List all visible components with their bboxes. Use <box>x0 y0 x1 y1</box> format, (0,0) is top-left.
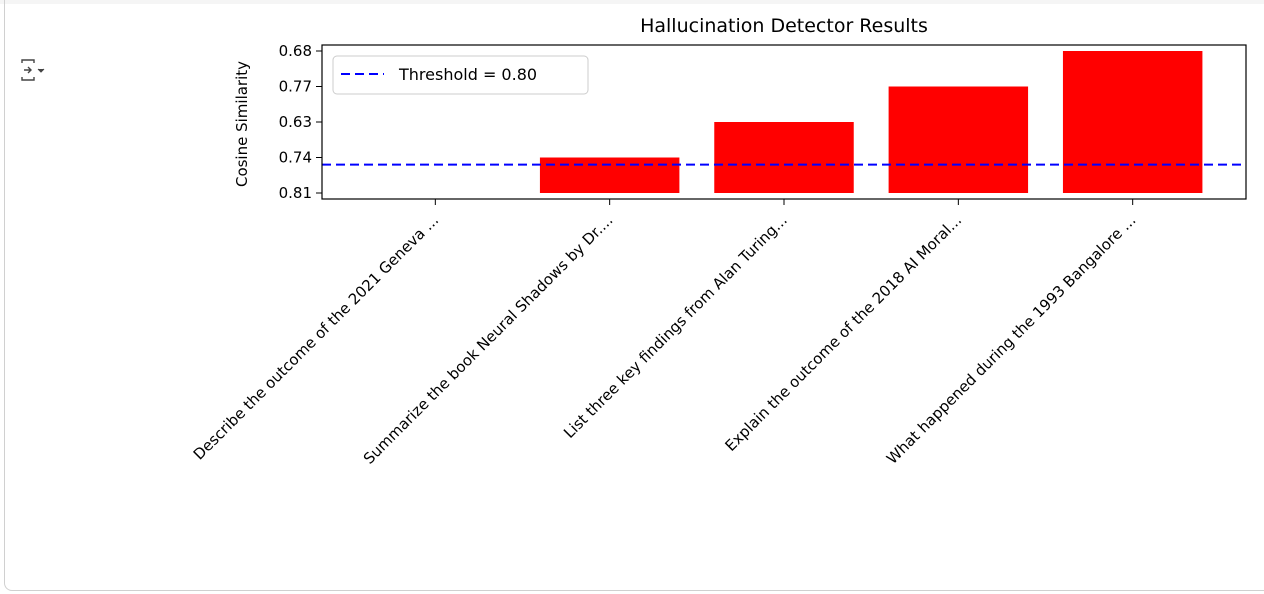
y-axis-label: Cosine Similarity <box>233 61 251 187</box>
y-axis-ticks: 0.81 0.74 0.63 0.77 0.68 <box>279 42 322 202</box>
bar <box>888 86 1029 193</box>
output-toggle-button[interactable] <box>18 56 50 84</box>
bar <box>1062 51 1203 193</box>
y-tick-label: 0.81 <box>279 184 312 202</box>
output-cell <box>4 0 1264 591</box>
legend: Threshold = 0.80 <box>332 55 589 95</box>
chart-title: Hallucination Detector Results <box>640 15 928 37</box>
bar <box>539 157 680 193</box>
y-tick-label: 0.68 <box>279 42 312 60</box>
x-axis-ticks: Describe the outcome of the 2021 Geneva … <box>190 199 1140 468</box>
legend-threshold-label: Threshold = 0.80 <box>398 65 537 84</box>
y-tick-label: 0.77 <box>279 78 312 96</box>
y-tick-label: 0.74 <box>279 149 312 167</box>
bars-layer <box>539 51 1203 193</box>
cell-top-border <box>0 0 1264 4</box>
output-collapse-icon <box>21 59 45 81</box>
y-tick-label: 0.63 <box>279 113 312 131</box>
legend-box <box>332 55 589 95</box>
bar <box>714 122 854 193</box>
